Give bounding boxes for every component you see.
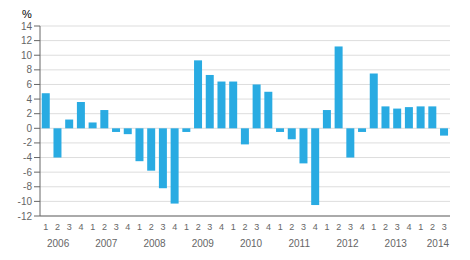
svg-text:1: 1 bbox=[324, 222, 329, 232]
svg-text:2008: 2008 bbox=[143, 238, 166, 248]
svg-text:-6: -6 bbox=[23, 167, 32, 178]
svg-text:4: 4 bbox=[172, 222, 177, 232]
svg-text:8: 8 bbox=[26, 64, 32, 75]
svg-text:3: 3 bbox=[114, 222, 119, 232]
svg-text:0: 0 bbox=[26, 123, 32, 134]
svg-text:12: 12 bbox=[21, 35, 33, 46]
svg-text:2: 2 bbox=[383, 222, 388, 232]
svg-text:2: 2 bbox=[26, 108, 32, 119]
svg-text:1: 1 bbox=[43, 222, 48, 232]
svg-text:6: 6 bbox=[26, 79, 32, 90]
svg-text:2014: 2014 bbox=[427, 238, 450, 248]
svg-text:2: 2 bbox=[102, 222, 107, 232]
svg-text:2006: 2006 bbox=[47, 238, 70, 248]
svg-text:-10: -10 bbox=[18, 196, 33, 207]
svg-text:1: 1 bbox=[231, 222, 236, 232]
svg-text:2012: 2012 bbox=[336, 238, 359, 248]
svg-text:2: 2 bbox=[242, 222, 247, 232]
svg-text:4: 4 bbox=[219, 222, 224, 232]
svg-text:3: 3 bbox=[207, 222, 212, 232]
svg-text:3: 3 bbox=[348, 222, 353, 232]
svg-text:1: 1 bbox=[418, 222, 423, 232]
svg-text:2: 2 bbox=[336, 222, 341, 232]
svg-text:-2: -2 bbox=[23, 137, 32, 148]
svg-text:4: 4 bbox=[125, 222, 130, 232]
svg-text:1: 1 bbox=[184, 222, 189, 232]
svg-text:2: 2 bbox=[430, 222, 435, 232]
svg-text:-12: -12 bbox=[18, 211, 33, 222]
svg-text:1: 1 bbox=[90, 222, 95, 232]
svg-text:-8: -8 bbox=[23, 181, 32, 192]
svg-text:3: 3 bbox=[301, 222, 306, 232]
svg-text:3: 3 bbox=[395, 222, 400, 232]
svg-text:2: 2 bbox=[289, 222, 294, 232]
svg-text:2: 2 bbox=[196, 222, 201, 232]
svg-text:1: 1 bbox=[371, 222, 376, 232]
svg-text:4: 4 bbox=[26, 94, 32, 105]
svg-text:3: 3 bbox=[442, 222, 447, 232]
svg-text:-4: -4 bbox=[23, 152, 32, 163]
svg-text:4: 4 bbox=[406, 222, 411, 232]
svg-text:3: 3 bbox=[160, 222, 165, 232]
svg-text:4: 4 bbox=[313, 222, 318, 232]
svg-text:1: 1 bbox=[278, 222, 283, 232]
svg-text:4: 4 bbox=[266, 222, 271, 232]
svg-text:14: 14 bbox=[21, 21, 33, 32]
svg-text:2: 2 bbox=[55, 222, 60, 232]
svg-text:2010: 2010 bbox=[240, 238, 263, 248]
svg-text:3: 3 bbox=[67, 222, 72, 232]
svg-text:4: 4 bbox=[78, 222, 83, 232]
svg-text:4: 4 bbox=[360, 222, 365, 232]
svg-text:1: 1 bbox=[137, 222, 142, 232]
svg-text:2011: 2011 bbox=[289, 238, 311, 248]
svg-text:2007: 2007 bbox=[95, 238, 118, 248]
svg-text:2009: 2009 bbox=[192, 238, 215, 248]
svg-text:10: 10 bbox=[21, 50, 33, 61]
svg-text:3: 3 bbox=[254, 222, 259, 232]
svg-text:2: 2 bbox=[149, 222, 154, 232]
svg-text:2013: 2013 bbox=[385, 238, 408, 248]
